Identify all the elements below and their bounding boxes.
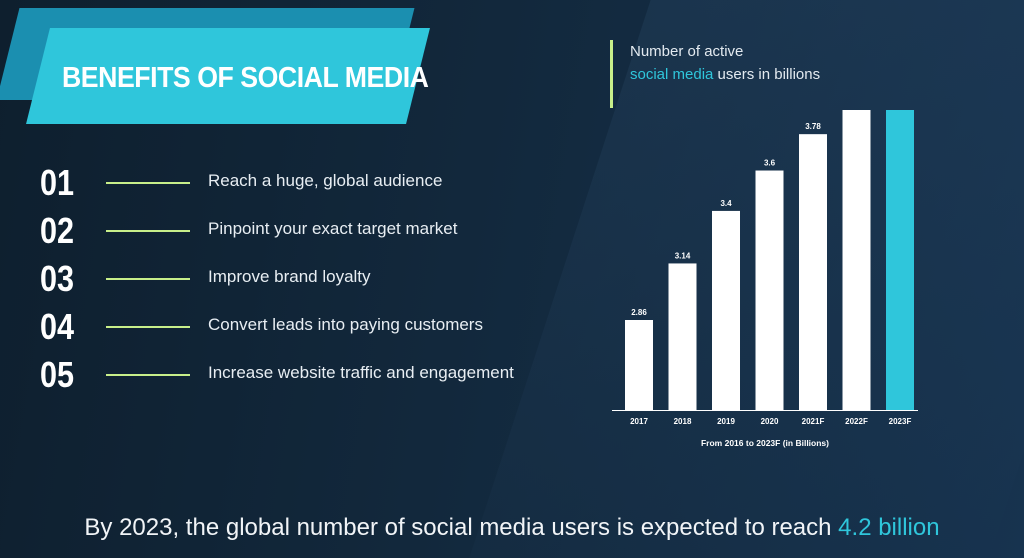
- data-label: 3.6: [764, 159, 776, 168]
- bar-chart: 2.8620173.1420183.420193.620203.782021F3…: [612, 110, 918, 448]
- benefit-item: 03 Improve brand loyalty: [40, 258, 560, 306]
- x-tick-label: 2021F: [802, 417, 825, 426]
- legend-text-part1: Number of active: [630, 43, 744, 60]
- data-label: 3.14: [675, 251, 691, 260]
- chart-bar: [755, 170, 784, 410]
- x-tick-label: 2019: [717, 417, 735, 426]
- legend-text-part2: users in billions: [717, 66, 821, 83]
- benefit-line: [106, 374, 190, 376]
- x-tick-label: 2020: [761, 417, 779, 426]
- chart-bar: [625, 320, 653, 410]
- chart-bar: [842, 110, 871, 411]
- page-title: BENEFITS OF SOCIAL MEDIA: [62, 62, 429, 94]
- benefit-number: 03: [40, 258, 75, 299]
- benefit-line: [106, 326, 190, 328]
- footer-highlight: 4.2 billion: [838, 514, 940, 541]
- legend-accent-bar: [610, 40, 613, 108]
- footer-text: By 2023, the global number of social med…: [84, 514, 832, 541]
- benefit-line: [106, 230, 190, 232]
- legend-highlight: social media: [630, 66, 714, 83]
- benefit-text: Reach a huge, global audience: [208, 171, 443, 190]
- footer-statement: By 2023, the global number of social med…: [0, 514, 1024, 542]
- data-label: 3.4: [720, 199, 732, 208]
- benefit-number: 01: [40, 162, 75, 203]
- benefit-text: Increase website traffic and engagement: [208, 363, 514, 382]
- x-tick-label: 2023F: [889, 417, 912, 426]
- chart-legend: Number of active social media users in b…: [630, 40, 830, 86]
- x-axis-label: From 2016 to 2023F (in Billions): [701, 438, 829, 448]
- benefit-text: Pinpoint your exact target market: [208, 219, 458, 238]
- benefit-item: 01 Reach a huge, global audience: [40, 162, 560, 210]
- benefit-text: Improve brand loyalty: [208, 267, 371, 286]
- benefit-line: [106, 182, 190, 184]
- chart-bar: [668, 263, 697, 410]
- benefit-number: 04: [40, 306, 75, 347]
- benefit-line: [106, 278, 190, 280]
- x-tick-label: 2022F: [845, 417, 868, 426]
- chart-bar: [799, 134, 827, 410]
- data-label: 3.78: [805, 122, 821, 131]
- x-tick-label: 2017: [630, 417, 648, 426]
- benefit-number: 02: [40, 210, 75, 251]
- data-label: 2.86: [631, 308, 647, 317]
- benefit-number: 05: [40, 354, 75, 395]
- x-tick-label: 2018: [674, 417, 692, 426]
- benefit-item: 04 Convert leads into paying customers: [40, 306, 560, 354]
- benefit-item: 02 Pinpoint your exact target market: [40, 210, 560, 258]
- chart-bar: [712, 210, 740, 410]
- benefit-item: 05 Increase website traffic and engageme…: [40, 354, 560, 402]
- benefit-text: Convert leads into paying customers: [208, 315, 483, 334]
- chart-bar: [886, 110, 914, 411]
